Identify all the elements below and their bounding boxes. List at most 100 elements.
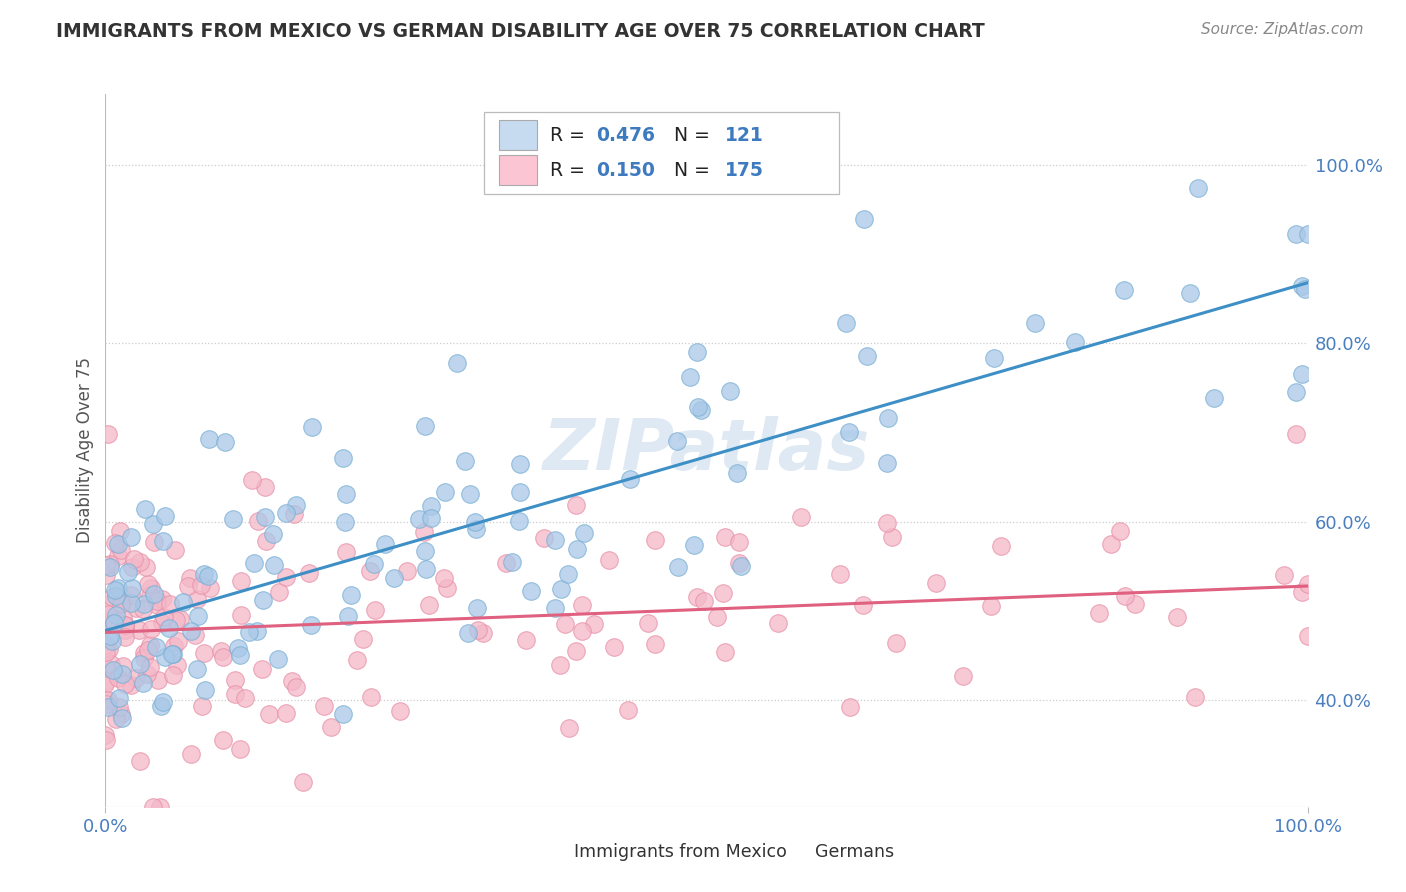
Point [139, 659, 162, 673]
Point [222, 512, 245, 526]
Point [145, 598, 167, 612]
Point [582, 617, 605, 632]
Point [335, 487, 357, 501]
Point [565, 643, 588, 657]
Point [224, 687, 246, 701]
Point [363, 557, 385, 571]
Point [1204, 391, 1226, 405]
Point [728, 534, 751, 549]
Point [120, 678, 142, 692]
Point [224, 673, 246, 688]
Point [299, 617, 322, 632]
Point [163, 639, 186, 653]
Point [135, 559, 157, 574]
Point [285, 680, 308, 694]
Point [418, 598, 440, 612]
Text: N =: N = [662, 126, 716, 145]
Point [110, 711, 132, 725]
Point [162, 668, 184, 682]
Point [458, 487, 481, 501]
Point [644, 533, 666, 548]
Point [360, 690, 382, 705]
Point [211, 649, 233, 664]
Point [558, 721, 581, 735]
Point [292, 774, 315, 789]
Point [335, 545, 357, 559]
Point [619, 472, 641, 486]
Text: 0.476: 0.476 [596, 126, 655, 145]
Point [637, 615, 659, 630]
Point [142, 534, 165, 549]
Text: IMMIGRANTS FROM MEXICO VS GERMAN DISABILITY AGE OVER 75 CORRELATION CHART: IMMIGRANTS FROM MEXICO VS GERMAN DISABIL… [56, 22, 986, 41]
Point [574, 525, 596, 540]
Point [725, 466, 748, 480]
Point [231, 574, 253, 588]
Point [983, 351, 1005, 365]
Point [692, 594, 714, 608]
Point [94, 645, 117, 659]
Point [94, 693, 117, 707]
Point [554, 616, 576, 631]
Point [359, 564, 381, 578]
Point [153, 650, 176, 665]
Point [94, 661, 117, 675]
Point [274, 506, 297, 520]
Point [136, 643, 159, 657]
Point [1296, 629, 1319, 643]
Point [690, 403, 713, 417]
Point [283, 508, 305, 522]
Point [1187, 181, 1209, 195]
Point [200, 581, 222, 595]
Point [1109, 524, 1132, 539]
Point [187, 608, 209, 623]
Point [132, 602, 155, 616]
Point [280, 673, 302, 688]
Point [107, 671, 129, 685]
Point [565, 542, 588, 557]
Point [139, 638, 162, 652]
Point [121, 582, 143, 596]
Point [100, 657, 122, 671]
Point [925, 576, 948, 591]
Point [169, 612, 191, 626]
Point [214, 435, 236, 450]
Point [197, 432, 219, 446]
Point [134, 502, 156, 516]
Point [853, 212, 876, 227]
Point [321, 720, 343, 734]
Point [1284, 227, 1306, 241]
Point [163, 542, 186, 557]
Point [152, 534, 174, 549]
Point [186, 662, 208, 676]
Point [876, 516, 898, 530]
Text: Source: ZipAtlas.com: Source: ZipAtlas.com [1201, 22, 1364, 37]
Point [108, 690, 131, 705]
Point [465, 522, 488, 536]
Point [408, 512, 430, 526]
Point [1272, 567, 1295, 582]
Point [186, 592, 208, 607]
Point [110, 597, 132, 611]
Point [1291, 368, 1313, 382]
Point [388, 704, 411, 718]
Point [301, 419, 323, 434]
Point [454, 454, 477, 468]
Point [1024, 316, 1046, 330]
Point [104, 615, 127, 629]
Point [101, 663, 124, 677]
Point [209, 643, 232, 657]
Point [571, 624, 593, 639]
Point [363, 603, 385, 617]
Text: R =: R = [550, 161, 591, 179]
Point [98, 642, 121, 657]
Y-axis label: Disability Age Over 75: Disability Age Over 75 [76, 358, 94, 543]
Point [157, 621, 180, 635]
Point [153, 610, 176, 624]
Point [686, 591, 709, 605]
Point [1064, 335, 1087, 350]
Point [436, 581, 458, 595]
Point [253, 480, 276, 494]
Point [544, 533, 567, 548]
Point [1112, 283, 1135, 297]
Point [990, 540, 1012, 554]
